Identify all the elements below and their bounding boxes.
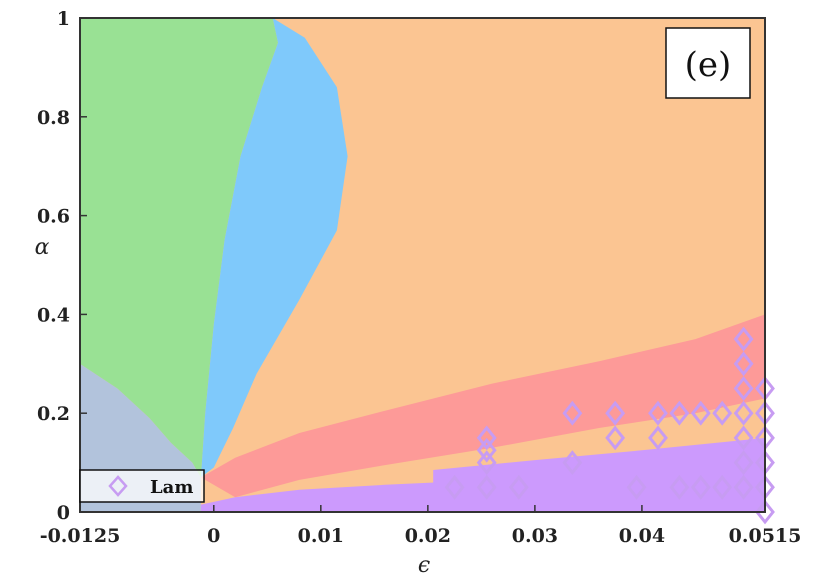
- y-tick-label: 0: [57, 502, 70, 524]
- phase-region-4: [200, 314, 765, 498]
- x-tick-label: 0.02: [405, 525, 451, 547]
- lam-point: [444, 474, 465, 500]
- lam-point: [690, 400, 711, 426]
- lam-point: [508, 474, 529, 500]
- lam-point: [733, 351, 754, 377]
- y-tick-label: 1: [57, 8, 70, 30]
- lam-point: [476, 425, 497, 451]
- x-tick-label: 0.04: [619, 525, 665, 547]
- x-tick-label: 0.01: [298, 525, 344, 547]
- legend: Lam: [79, 469, 205, 503]
- legend-diamond-marker: [108, 475, 128, 497]
- lam-point: [605, 425, 626, 451]
- x-tick-label: 0.0515: [729, 525, 802, 547]
- lam-point: [712, 400, 733, 426]
- plot-frame: [79, 17, 766, 513]
- panel-label-box: (e): [665, 27, 751, 99]
- y-tick-label: 0.8: [37, 107, 70, 129]
- lam-point: [733, 450, 754, 476]
- y-tick-label: 0.4: [37, 304, 70, 326]
- x-tick-label: 0: [207, 525, 220, 547]
- y-axis: 0 0.2 0.4 0.6 0.8 1: [37, 8, 87, 524]
- lam-point: [733, 425, 754, 451]
- x-tick-label: -0.0125: [40, 525, 121, 547]
- lam-point: [626, 474, 647, 500]
- lam-point: [733, 400, 754, 426]
- lam-point: [669, 474, 690, 500]
- y-tick-label: 0.2: [37, 403, 70, 425]
- lam-point: [562, 400, 583, 426]
- lam-point: [733, 326, 754, 352]
- lam-point: [648, 425, 668, 451]
- lam-point: [690, 474, 711, 500]
- lam-point: [648, 400, 668, 426]
- lam-marker-layer: [444, 326, 775, 525]
- lam-point: [476, 450, 497, 476]
- region-layer: [80, 18, 765, 512]
- legend-entry-lam: Lam: [150, 477, 193, 498]
- lam-point: [605, 400, 626, 426]
- y-axis-title: α: [35, 235, 50, 260]
- lam-point: [733, 376, 754, 401]
- lam-point: [712, 474, 733, 500]
- lam-point: [476, 437, 497, 463]
- phase-region-2: [80, 18, 278, 478]
- lam-point: [733, 474, 754, 500]
- lam-point: [669, 400, 690, 426]
- x-axis: -0.0125 0 0.01 0.02 0.03 0.04 0.0515: [40, 505, 802, 547]
- x-axis-title: ϵ: [418, 553, 430, 578]
- y-tick-label: 0.6: [37, 206, 70, 228]
- lam-point: [562, 450, 583, 476]
- lam-point: [476, 474, 497, 500]
- phase-region-3: [200, 18, 348, 478]
- x-tick-label: 0.03: [512, 525, 558, 547]
- lam-point: [755, 499, 775, 525]
- panel-label: (e): [685, 45, 732, 85]
